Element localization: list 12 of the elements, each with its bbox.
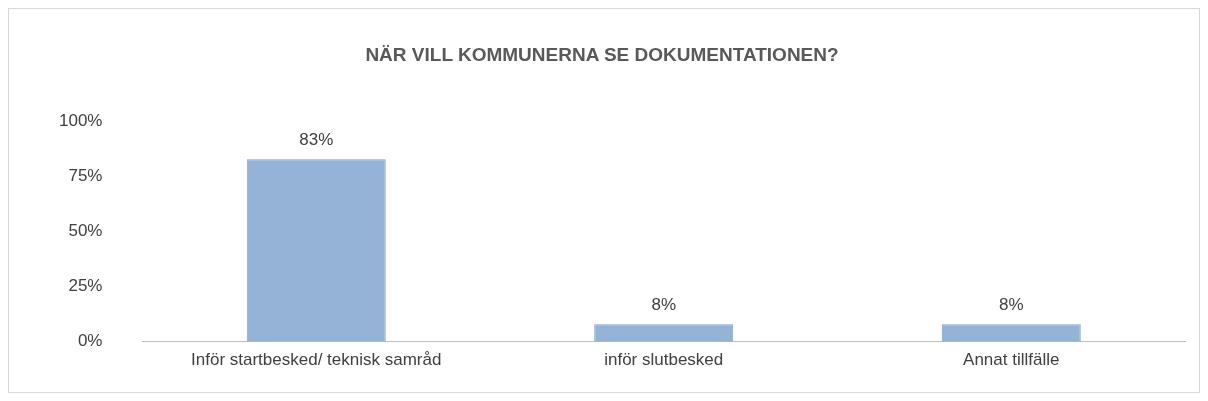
y-tick-label: 100% (59, 111, 103, 131)
y-tick-label: 0% (77, 331, 103, 351)
data-label: 8% (651, 295, 677, 315)
chart-title: NÄR VILL KOMMUNERNA SE DOKUMENTATIONEN? (365, 43, 839, 65)
x-tick-label: inför slutbesked (604, 349, 724, 369)
data-label: 83% (299, 130, 334, 150)
y-tick-label: 25% (68, 276, 103, 296)
x-tick-label: Inför startbesked/ teknisk samråd (191, 349, 442, 369)
y-tick-label: 75% (68, 166, 103, 186)
y-tick-label: 50% (68, 221, 103, 241)
data-label: 8% (998, 295, 1024, 315)
x-tick-label: Annat tillfälle (963, 349, 1060, 369)
